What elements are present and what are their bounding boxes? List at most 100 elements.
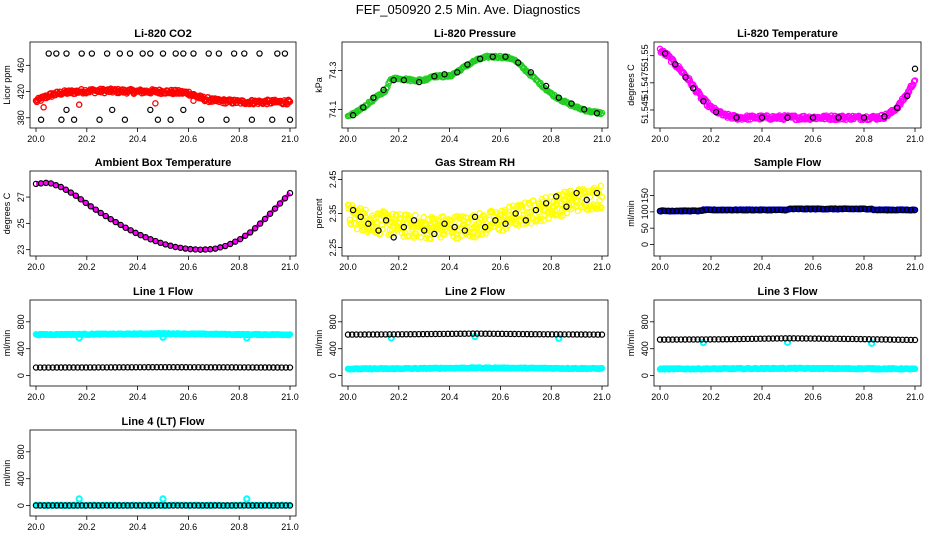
data-point [811, 335, 818, 342]
x-tick-label: 20.4 [129, 134, 147, 144]
panel-co2: Li-820 CO2 20.0 20.2 20.4 20.6 20.8 21.0 380 420… [2, 28, 299, 144]
data-point [353, 331, 360, 338]
data-point [286, 331, 294, 338]
data-point [905, 88, 913, 96]
data-point [736, 335, 743, 343]
data-point [378, 331, 385, 338]
data-point [893, 104, 901, 112]
x-tick-label: 20.0 [27, 134, 45, 144]
series-line [35, 180, 292, 252]
plot-frame [653, 299, 922, 387]
data-point [111, 364, 119, 371]
y-axis-label: kPa [314, 77, 324, 93]
data-point [511, 330, 518, 338]
data-point [248, 116, 256, 123]
y-axis-label: Licor ppm [2, 65, 12, 105]
data-point [257, 364, 265, 371]
data-point [86, 364, 94, 371]
data-point [882, 336, 889, 343]
data-point [790, 335, 797, 342]
data-point [390, 229, 397, 237]
x-tick-label: 21.0 [281, 262, 299, 272]
y-tick-label: 51.545 [640, 96, 650, 124]
x-tick-label: 20.0 [651, 392, 669, 402]
data-point [515, 210, 523, 218]
data-point [78, 502, 86, 509]
data-point [145, 364, 152, 371]
data-point [672, 61, 679, 68]
data-point [431, 230, 438, 238]
data-point [245, 364, 252, 371]
data-point [375, 227, 382, 234]
data-point [159, 333, 167, 341]
data-point [715, 336, 722, 343]
data-point [586, 331, 593, 338]
x-tick-label: 20.4 [441, 392, 459, 402]
data-point [461, 227, 469, 234]
y-tick-label: 800 [16, 444, 26, 459]
data-point [849, 335, 856, 343]
data-point [761, 206, 768, 214]
data-point [62, 186, 70, 193]
panel-title: Line 1 Flow [133, 286, 193, 298]
y-tick-label: 800 [328, 314, 338, 329]
data-point [403, 331, 410, 338]
x-tick-label: 20.0 [27, 522, 45, 532]
data-point [748, 335, 756, 343]
data-point [719, 206, 726, 214]
data-point [256, 50, 263, 57]
x-tick-label: 21.0 [281, 522, 299, 532]
data-point [122, 224, 129, 231]
series-black-open [37, 50, 294, 123]
data-point [598, 204, 605, 211]
data-point [45, 50, 52, 57]
data-point [161, 502, 169, 509]
data-point [269, 116, 276, 123]
data-point [344, 331, 352, 338]
data-point [379, 225, 386, 233]
data-point [373, 218, 380, 226]
data-point [149, 364, 156, 371]
data-point [159, 50, 167, 57]
data-point [598, 365, 606, 372]
data-point [740, 206, 747, 214]
x-tick-label: 20.2 [702, 134, 720, 144]
data-point [712, 108, 720, 116]
data-point [686, 336, 693, 343]
panel-line3: Line 3 Flow 20.0 20.2 20.4 20.6 20.8 21.0 0 400 8… [626, 286, 924, 402]
data-point [281, 50, 289, 57]
data-point [890, 206, 898, 214]
data-point [380, 86, 387, 94]
data-point [501, 207, 509, 214]
data-point [577, 331, 585, 338]
data-point [412, 211, 419, 219]
data-point [545, 215, 552, 222]
data-point [41, 364, 48, 371]
panel-title: Gas Stream RH [435, 157, 515, 169]
plot-frame [29, 170, 297, 257]
x-tick-label: 20.4 [129, 392, 147, 402]
x-tick-label: 20.2 [78, 392, 96, 402]
data-point [57, 502, 65, 509]
data-point [36, 364, 44, 371]
data-point [824, 205, 831, 213]
data-point [99, 364, 106, 371]
data-point [732, 335, 739, 343]
data-point [441, 220, 448, 227]
x-tick-label: 20.4 [441, 262, 459, 272]
data-point [548, 331, 556, 338]
data-point [911, 206, 919, 214]
data-point [53, 50, 60, 57]
data-point [389, 210, 397, 218]
panel-title: Line 2 Flow [445, 286, 505, 298]
x-tick-label: 20.2 [702, 262, 720, 272]
data-point [665, 207, 672, 215]
data-point [454, 69, 461, 76]
x-tick-label: 20.6 [492, 134, 510, 144]
plot-area [656, 205, 919, 215]
data-point [469, 330, 477, 337]
data-point [874, 206, 881, 214]
data-point [656, 336, 664, 343]
data-point [167, 116, 174, 123]
